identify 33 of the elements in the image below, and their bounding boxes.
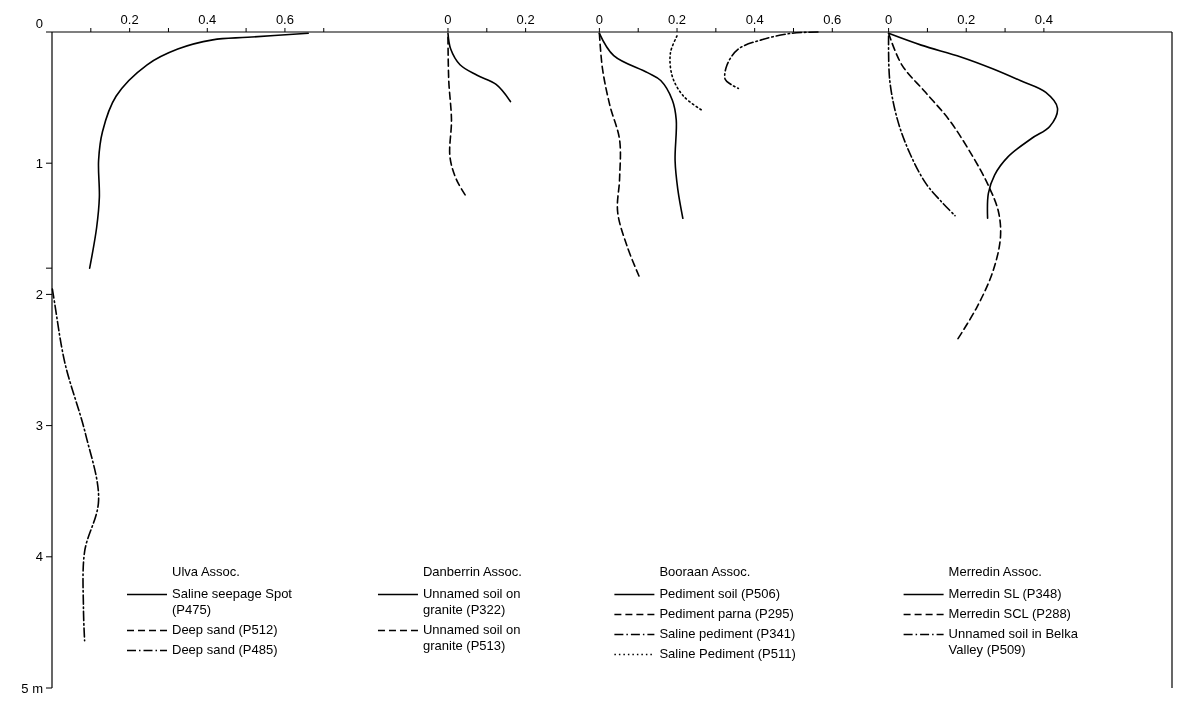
y-tick-label: 4 — [35, 549, 43, 565]
y-tick-label: 1 — [35, 155, 43, 171]
legend-label: Deep sand (P512) — [172, 622, 278, 638]
legend-label: Saline seepage Spot (P475) — [172, 586, 293, 618]
legend-label: Unnamed soil in Belka Valley (P509) — [948, 626, 1079, 658]
legend-label: Pediment soil (P506) — [659, 586, 781, 602]
legend-label: Merredin SCL (P288) — [948, 606, 1071, 622]
x-tick-label: 0.6 — [823, 12, 842, 27]
y-tick-label: 5 m — [21, 680, 43, 696]
legend-label: Saline pediment (P341) — [659, 626, 796, 642]
y-tick-label: 2 — [35, 286, 43, 302]
legend-label: Deep sand (P485) — [172, 642, 278, 658]
legend-title: Danberrin Assoc. — [422, 564, 522, 580]
x-tick-label: 0.2 — [957, 12, 976, 27]
legend-label: Pediment parna (P295) — [659, 606, 794, 622]
legend-label: Unnamed soil on granite (P322) — [422, 586, 521, 618]
legend-title: Booraan Assoc. — [659, 564, 751, 580]
x-tick-label: 0.2 — [667, 12, 687, 27]
x-tick-label: 0.4 — [1034, 12, 1053, 27]
legend-title: Merredin Assoc. — [948, 564, 1042, 580]
x-tick-label: 0 — [884, 12, 893, 27]
x-tick-label: 0 — [444, 12, 452, 27]
legend-label: Saline Pediment (P511) — [659, 646, 796, 662]
legend-label: Unnamed soil on granite (P513) — [422, 622, 521, 654]
legend-title: Ulva Assoc. — [172, 564, 240, 580]
x-tick-label: 0.4 — [198, 12, 217, 27]
x-tick-label: 0.6 — [275, 12, 294, 27]
y-tick-label: 3 — [35, 418, 43, 434]
x-tick-label: 0.2 — [516, 12, 535, 27]
x-tick-label: 0 — [595, 12, 603, 27]
x-tick-label: 0.2 — [120, 12, 139, 27]
x-tick-label: 0.4 — [745, 12, 764, 27]
legend-label: Merredin SL (P348) — [948, 586, 1062, 602]
